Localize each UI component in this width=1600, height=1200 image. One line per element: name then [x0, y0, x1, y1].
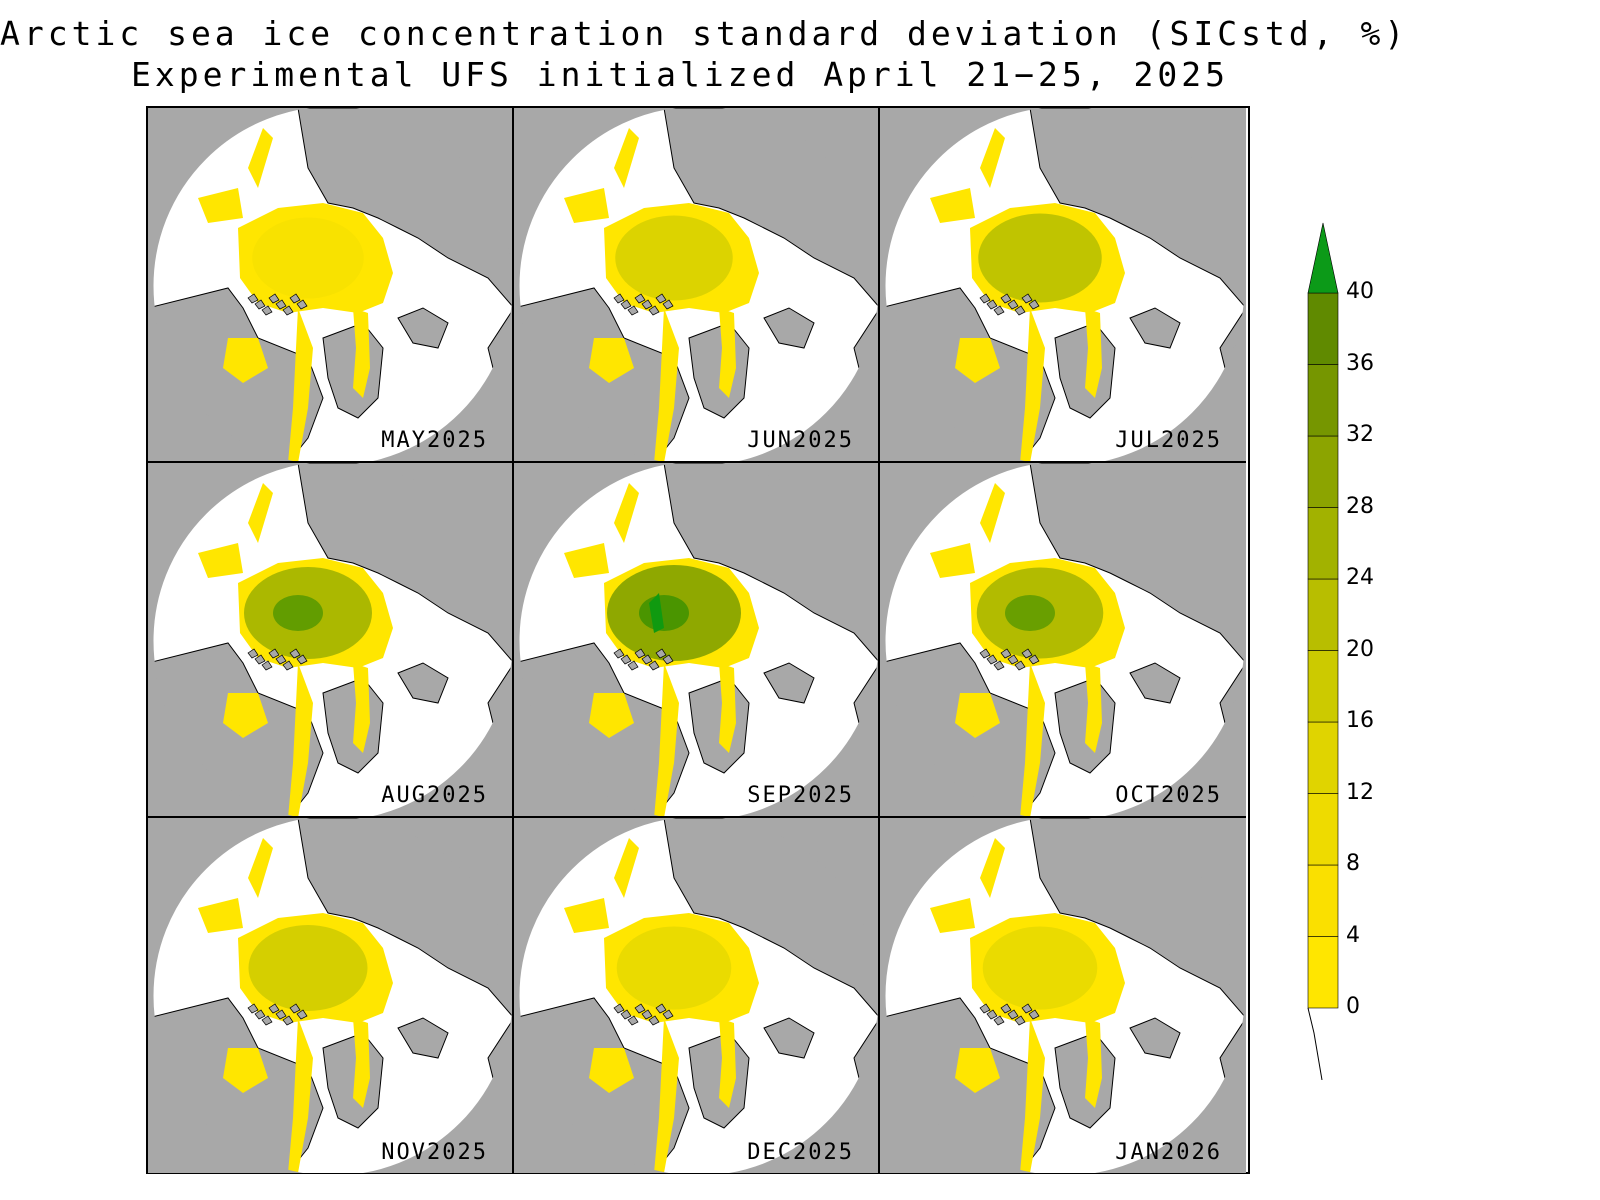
- colorbar-extend-arrow: [1307, 222, 1339, 294]
- colorbar: [1307, 222, 1339, 1080]
- colorbar-tick-label: 8: [1346, 851, 1360, 876]
- chart-subtitle: Experimental UFS initialized April 21−25…: [131, 55, 1229, 94]
- colorbar-segment: [1307, 435, 1339, 508]
- polar-map: [148, 108, 512, 461]
- chart-title: Arctic sea ice concentration standard de…: [0, 14, 1409, 53]
- colorbar-tick-label: 24: [1346, 565, 1374, 590]
- colorbar-tick-label: 40: [1346, 279, 1374, 304]
- colorbar-tick-label: 36: [1346, 350, 1374, 376]
- colorbar-tick-label: 4: [1346, 922, 1360, 948]
- panel-month-label: NOV2025: [381, 1140, 488, 1165]
- colorbar-segment: [1307, 864, 1339, 937]
- panel-month-label: JUN2025: [747, 428, 854, 453]
- colorbar-segment: [1307, 650, 1339, 723]
- panel-month-label: DEC2025: [747, 1140, 854, 1165]
- map-panel-grid: MAY2025 JUN2025 JUL2025 AUG2025 SEP2025 OCT20…: [146, 106, 1250, 1174]
- colorbar-tick-label: 16: [1346, 708, 1374, 733]
- colorbar-segment: [1307, 292, 1339, 365]
- panel-month-label: OCT2025: [1115, 783, 1222, 808]
- polar-map: [514, 818, 878, 1173]
- map-panel-jan2026: JAN2026: [880, 818, 1246, 1173]
- polar-map: [148, 818, 512, 1173]
- map-panel-jul2025: JUL2025: [880, 108, 1246, 463]
- map-panel-sep2025: SEP2025: [514, 463, 880, 818]
- map-panel-nov2025: NOV2025: [148, 818, 514, 1173]
- colorbar-tick-label: 20: [1346, 636, 1374, 662]
- colorbar-segment: [1307, 364, 1339, 437]
- panel-month-label: JAN2026: [1115, 1140, 1222, 1165]
- polar-map: [880, 463, 1246, 816]
- colorbar-tick-label: 12: [1346, 779, 1374, 805]
- panel-month-label: JUL2025: [1115, 428, 1222, 453]
- colorbar-segment: [1307, 721, 1339, 794]
- polar-map: [514, 108, 878, 461]
- map-panel-jun2025: JUN2025: [514, 108, 880, 463]
- map-panel-dec2025: DEC2025: [514, 818, 880, 1173]
- colorbar-segment: [1307, 793, 1339, 866]
- panel-month-label: AUG2025: [381, 783, 488, 808]
- colorbar-segment: [1307, 578, 1339, 651]
- polar-map: [880, 818, 1246, 1173]
- map-panel-may2025: MAY2025: [148, 108, 514, 463]
- panel-month-label: SEP2025: [747, 783, 854, 808]
- colorbar-segment: [1307, 936, 1339, 1009]
- map-panel-aug2025: AUG2025: [148, 463, 514, 818]
- colorbar-tick-label: 32: [1346, 422, 1374, 447]
- colorbar-segment: [1307, 507, 1339, 580]
- colorbar-tick-label: 28: [1346, 493, 1374, 519]
- panel-month-label: MAY2025: [381, 428, 488, 453]
- polar-map: [880, 108, 1246, 461]
- polar-map: [514, 463, 878, 816]
- map-panel-oct2025: OCT2025: [880, 463, 1246, 818]
- polar-map: [148, 463, 512, 816]
- colorbar-tick-label: 0: [1346, 994, 1360, 1019]
